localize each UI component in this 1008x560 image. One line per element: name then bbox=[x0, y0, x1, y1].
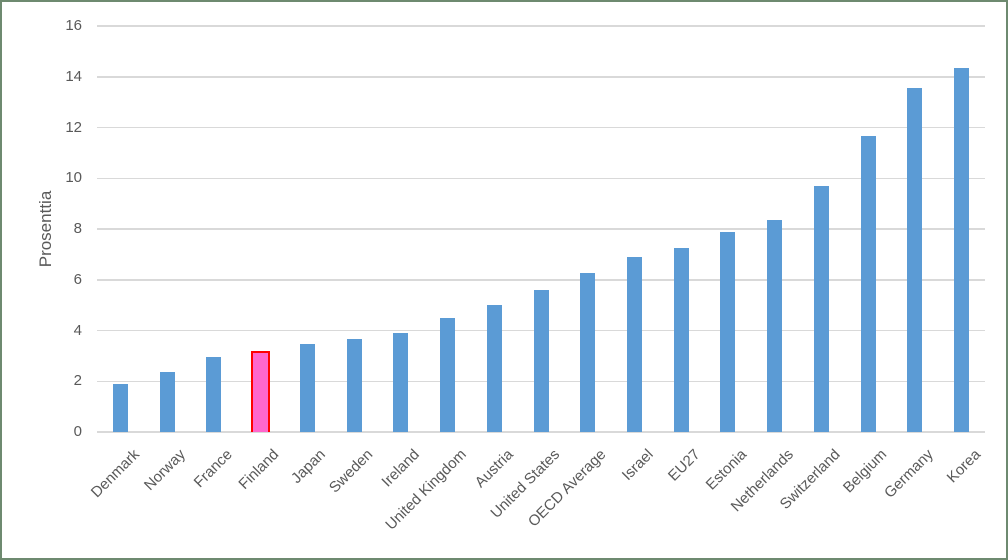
gridline bbox=[97, 25, 985, 27]
bar bbox=[533, 289, 549, 432]
bar bbox=[860, 136, 876, 432]
bar-finland-highlighted bbox=[251, 351, 271, 432]
gridline bbox=[97, 76, 985, 78]
bar bbox=[907, 88, 923, 432]
bar bbox=[813, 185, 829, 432]
x-category-label: EU27 bbox=[664, 446, 704, 485]
x-category-label: United Kingdom bbox=[382, 446, 470, 534]
x-category-label: Sweden bbox=[325, 446, 377, 497]
bar bbox=[767, 220, 783, 432]
bar bbox=[206, 357, 222, 432]
y-tick-label: 10 bbox=[65, 169, 82, 187]
gridline bbox=[97, 228, 985, 230]
x-category-label: Israel bbox=[618, 446, 657, 484]
bar bbox=[440, 317, 456, 432]
x-category-label: Korea bbox=[943, 446, 984, 487]
bar bbox=[346, 339, 362, 432]
x-axis-baseline bbox=[97, 431, 985, 433]
bar bbox=[112, 383, 128, 432]
y-tick-label: 4 bbox=[73, 321, 82, 339]
bar bbox=[626, 256, 642, 432]
y-tick-label: 8 bbox=[73, 220, 82, 237]
y-tick-label: 16 bbox=[65, 17, 82, 34]
y-tick-label: 12 bbox=[65, 118, 82, 136]
bar bbox=[486, 305, 502, 432]
plot-area bbox=[97, 25, 985, 433]
x-category-label: Germany bbox=[881, 446, 937, 502]
x-category-label: Austria bbox=[471, 446, 517, 492]
gridline bbox=[97, 177, 985, 179]
bar bbox=[673, 248, 689, 432]
y-tick-label: 2 bbox=[73, 372, 82, 390]
bar bbox=[954, 67, 970, 432]
x-category-label: Japan bbox=[288, 446, 330, 487]
bar bbox=[580, 273, 596, 432]
gridline bbox=[97, 279, 985, 281]
y-tick-label: 0 bbox=[73, 423, 82, 440]
bar bbox=[159, 372, 175, 432]
gridline bbox=[97, 126, 985, 129]
x-category-label: Ireland bbox=[378, 446, 423, 491]
x-category-label: France bbox=[190, 446, 236, 492]
y-tick-label: 6 bbox=[73, 270, 82, 288]
x-category-label: Denmark bbox=[87, 446, 143, 502]
x-category-label: Finland bbox=[235, 446, 283, 493]
bar bbox=[299, 344, 315, 432]
y-tick-label: 14 bbox=[65, 67, 82, 85]
bar bbox=[393, 333, 409, 432]
x-category-label: Norway bbox=[141, 446, 190, 494]
bar bbox=[720, 231, 736, 432]
